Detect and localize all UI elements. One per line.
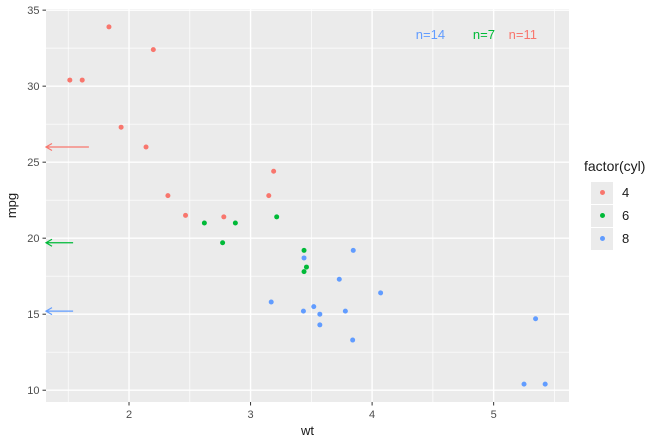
legend-key-swatch: [591, 227, 613, 250]
data-point-cyl4: [118, 124, 124, 130]
count-annotation: n=7: [473, 27, 495, 42]
legend-title: factor(cyl): [584, 158, 646, 174]
median-arrow: [44, 307, 74, 316]
data-point-cyl8: [301, 255, 307, 261]
x-tick-label: 2: [126, 409, 132, 421]
x-tick-label: 5: [491, 409, 497, 421]
data-point-cyl6: [201, 220, 207, 226]
y-axis-title-wrap: mpg: [2, 9, 22, 402]
data-point-cyl8: [378, 290, 384, 296]
legend-item-label: 4: [622, 185, 630, 200]
y-tick-label: 20: [27, 233, 39, 245]
data-point-cyl4: [150, 47, 156, 53]
data-point-cyl8: [317, 322, 323, 328]
data-point-cyl6: [303, 264, 309, 270]
data-point-cyl4: [67, 77, 73, 83]
x-tick-label: 4: [369, 409, 375, 421]
data-point-cyl6: [301, 247, 307, 253]
legend-key-swatch: [591, 181, 613, 204]
data-point-cyl4: [79, 77, 85, 83]
data-point-cyl4: [165, 193, 171, 199]
data-point-cyl8: [350, 247, 356, 253]
median-arrow: [44, 238, 74, 247]
data-point-cyl8: [300, 308, 306, 314]
data-point-cyl8: [311, 304, 317, 310]
data-point-cyl4: [266, 193, 272, 199]
y-tick-label: 30: [27, 81, 39, 93]
x-axis-title: wt: [301, 423, 314, 438]
data-point-cyl8: [350, 337, 356, 343]
legend-key-swatch: [591, 204, 613, 227]
legend-item-cyl6: 6: [584, 204, 645, 227]
data-point-cyl8: [342, 308, 348, 314]
legend-point-icon: [599, 190, 605, 195]
data-point-cyl8: [317, 311, 323, 317]
median-arrow: [44, 142, 89, 151]
legend-item-label: 6: [622, 208, 630, 223]
y-tick-label: 10: [27, 385, 39, 397]
data-point-cyl4: [143, 144, 149, 150]
count-annotation: n=14: [416, 27, 445, 42]
data-point-cyl4: [271, 168, 277, 174]
data-point-cyl4: [106, 24, 112, 30]
y-tick-label: 25: [27, 157, 39, 169]
count-annotation: n=11: [509, 27, 537, 42]
y-tick-label: 15: [27, 309, 39, 321]
data-point-cyl6: [232, 220, 238, 226]
legend-point-icon: [599, 213, 605, 218]
data-point-cyl6: [220, 240, 226, 246]
data-point-cyl4: [183, 212, 189, 218]
y-tick-label: 35: [27, 5, 39, 17]
data-point-cyl8: [542, 381, 548, 387]
data-point-cyl6: [301, 269, 307, 275]
panel-background: [46, 9, 569, 402]
legend-item-label: 8: [622, 231, 630, 246]
data-point-cyl4: [221, 214, 227, 220]
data-point-cyl8: [268, 299, 274, 305]
legend-item-cyl4: 4: [584, 181, 645, 204]
data-point-cyl6: [274, 214, 280, 220]
legend-point-icon: [599, 236, 605, 241]
y-axis-title: mpg: [4, 192, 20, 219]
legend-item-cyl8: 8: [584, 227, 645, 250]
data-point-cyl8: [533, 316, 539, 322]
data-point-cyl8: [336, 276, 342, 282]
legend: factor(cyl) 4 6 8: [584, 158, 645, 250]
data-point-cyl8: [521, 381, 527, 387]
x-tick-label: 3: [247, 409, 253, 421]
